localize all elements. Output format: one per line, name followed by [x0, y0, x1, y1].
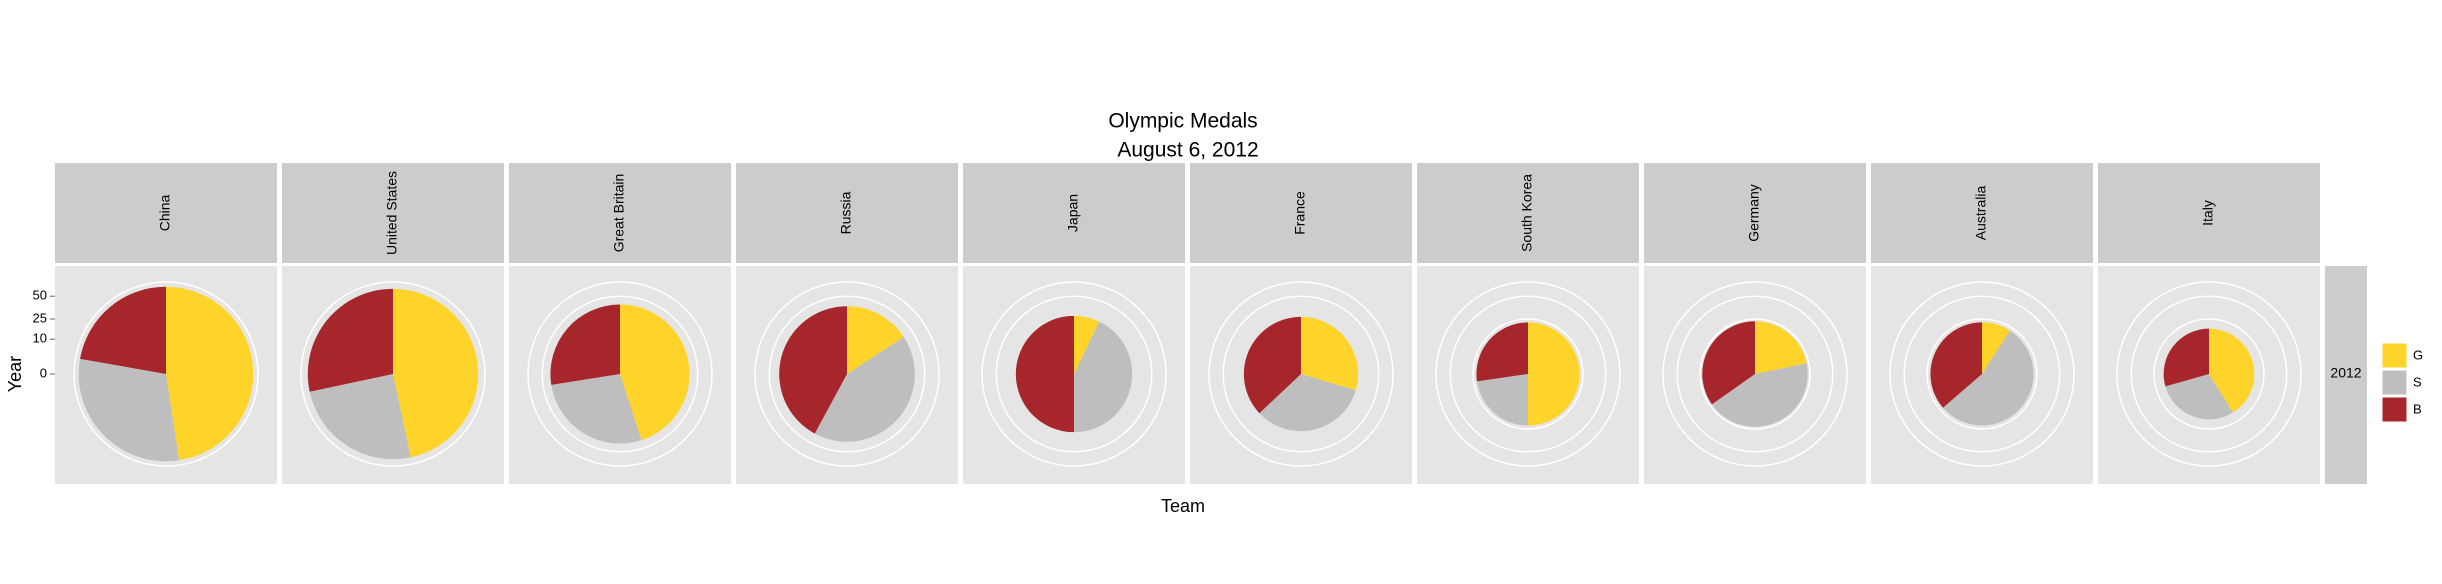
- y-tick-label: 50: [33, 288, 47, 303]
- pie-slice: [1943, 330, 2034, 426]
- grid-circle: [2153, 318, 2265, 430]
- grid-circle: [2116, 281, 2302, 467]
- grid-circle: [1472, 318, 1584, 430]
- grid-circle: [1889, 281, 2075, 467]
- facet-label: Australia: [1973, 186, 1989, 241]
- grid-circle: [1903, 295, 2061, 453]
- facet-strip: [2325, 266, 2367, 484]
- facet-strip: [282, 163, 504, 263]
- grid-circle: [2130, 295, 2288, 453]
- pie-slice: [1476, 374, 1528, 426]
- facet-strip: [1644, 163, 1866, 263]
- grid-circle: [995, 295, 1153, 453]
- facet-label: Russia: [838, 191, 854, 234]
- y-axis-title: Year: [5, 356, 25, 392]
- grid-circle: [768, 295, 926, 453]
- facet-row-label: 2012: [2330, 365, 2361, 381]
- grid-circle: [754, 281, 940, 467]
- grid-circle: [981, 281, 1167, 467]
- grid-circle: [1208, 281, 1394, 467]
- grid-circle: [300, 281, 486, 467]
- y-tick-label: 25: [33, 310, 47, 325]
- pie-slice: [2165, 374, 2233, 420]
- pie-slice: [779, 306, 847, 434]
- facet-label: Italy: [2200, 200, 2216, 226]
- legend-swatch: [2381, 342, 2408, 369]
- facet-label: Great Britain: [611, 174, 627, 253]
- pie-slice: [1476, 322, 1528, 382]
- grid-circle: [1222, 295, 1380, 453]
- legend-label: B: [2413, 401, 2422, 416]
- grid-circle: [1662, 281, 1848, 467]
- legend-swatch: [2381, 396, 2408, 423]
- grid-circle: [541, 295, 699, 453]
- pie-slice: [80, 286, 166, 374]
- y-tick-label: 10: [33, 331, 47, 346]
- facet-strip: [1417, 163, 1639, 263]
- grid-circle: [73, 281, 259, 467]
- grid-circle: [1926, 318, 2038, 430]
- legend-label: G: [2413, 347, 2423, 362]
- pie-slice: [2163, 328, 2209, 387]
- facet-strip: [1871, 163, 2093, 263]
- pie-slice: [393, 288, 479, 458]
- pie-slice: [166, 286, 254, 461]
- pie-slice: [551, 374, 642, 444]
- facet-label: United States: [384, 171, 400, 255]
- pie-slice: [1930, 322, 1982, 408]
- pie-slice: [309, 374, 411, 460]
- pie-slice: [847, 306, 904, 374]
- pie-slice: [550, 304, 620, 385]
- facet-label: France: [1292, 191, 1308, 235]
- facet-strip: [55, 163, 277, 263]
- facet-label: Germany: [1746, 184, 1762, 242]
- pie-slice: [1982, 322, 2010, 374]
- pie-slice: [1074, 321, 1133, 433]
- x-axis-title: Team: [1161, 496, 1205, 516]
- y-tick-label: 0: [40, 365, 47, 380]
- pie-slice: [1755, 321, 1807, 374]
- pie-slice: [1015, 315, 1074, 433]
- pie-slice: [1259, 374, 1356, 432]
- facet-label: China: [157, 195, 173, 232]
- pie-slice: [1243, 316, 1301, 414]
- pie-slice: [814, 336, 915, 442]
- facet-label: Japan: [1065, 194, 1081, 232]
- chart-title: Olympic Medals: [1108, 110, 1257, 133]
- pie-slice: [78, 358, 180, 462]
- grid-circle: [1699, 318, 1811, 430]
- facet-label: South Korea: [1519, 174, 1535, 252]
- pie-slice: [620, 304, 690, 441]
- chart-subtitle: August 6, 2012: [1117, 139, 1258, 162]
- pie-slice: [1074, 315, 1100, 374]
- facet-strip: [963, 163, 1185, 263]
- legend-label: S: [2413, 374, 2422, 389]
- facet-strip: [1190, 163, 1412, 263]
- legend-swatch: [2381, 369, 2408, 396]
- pie-slice: [1711, 363, 1808, 427]
- pie-slice: [307, 288, 393, 392]
- pie-slice: [1301, 316, 1359, 391]
- pie-slice: [2209, 328, 2255, 413]
- grid-circle: [527, 281, 713, 467]
- pie-slice: [1528, 322, 1580, 426]
- facet-strip: [736, 163, 958, 263]
- facet-strip: [2098, 163, 2320, 263]
- grid-circle: [1449, 295, 1607, 453]
- grid-circle: [1676, 295, 1834, 453]
- grid-circle: [1435, 281, 1621, 467]
- pie-slice: [1702, 321, 1755, 405]
- facet-strip: [509, 163, 731, 263]
